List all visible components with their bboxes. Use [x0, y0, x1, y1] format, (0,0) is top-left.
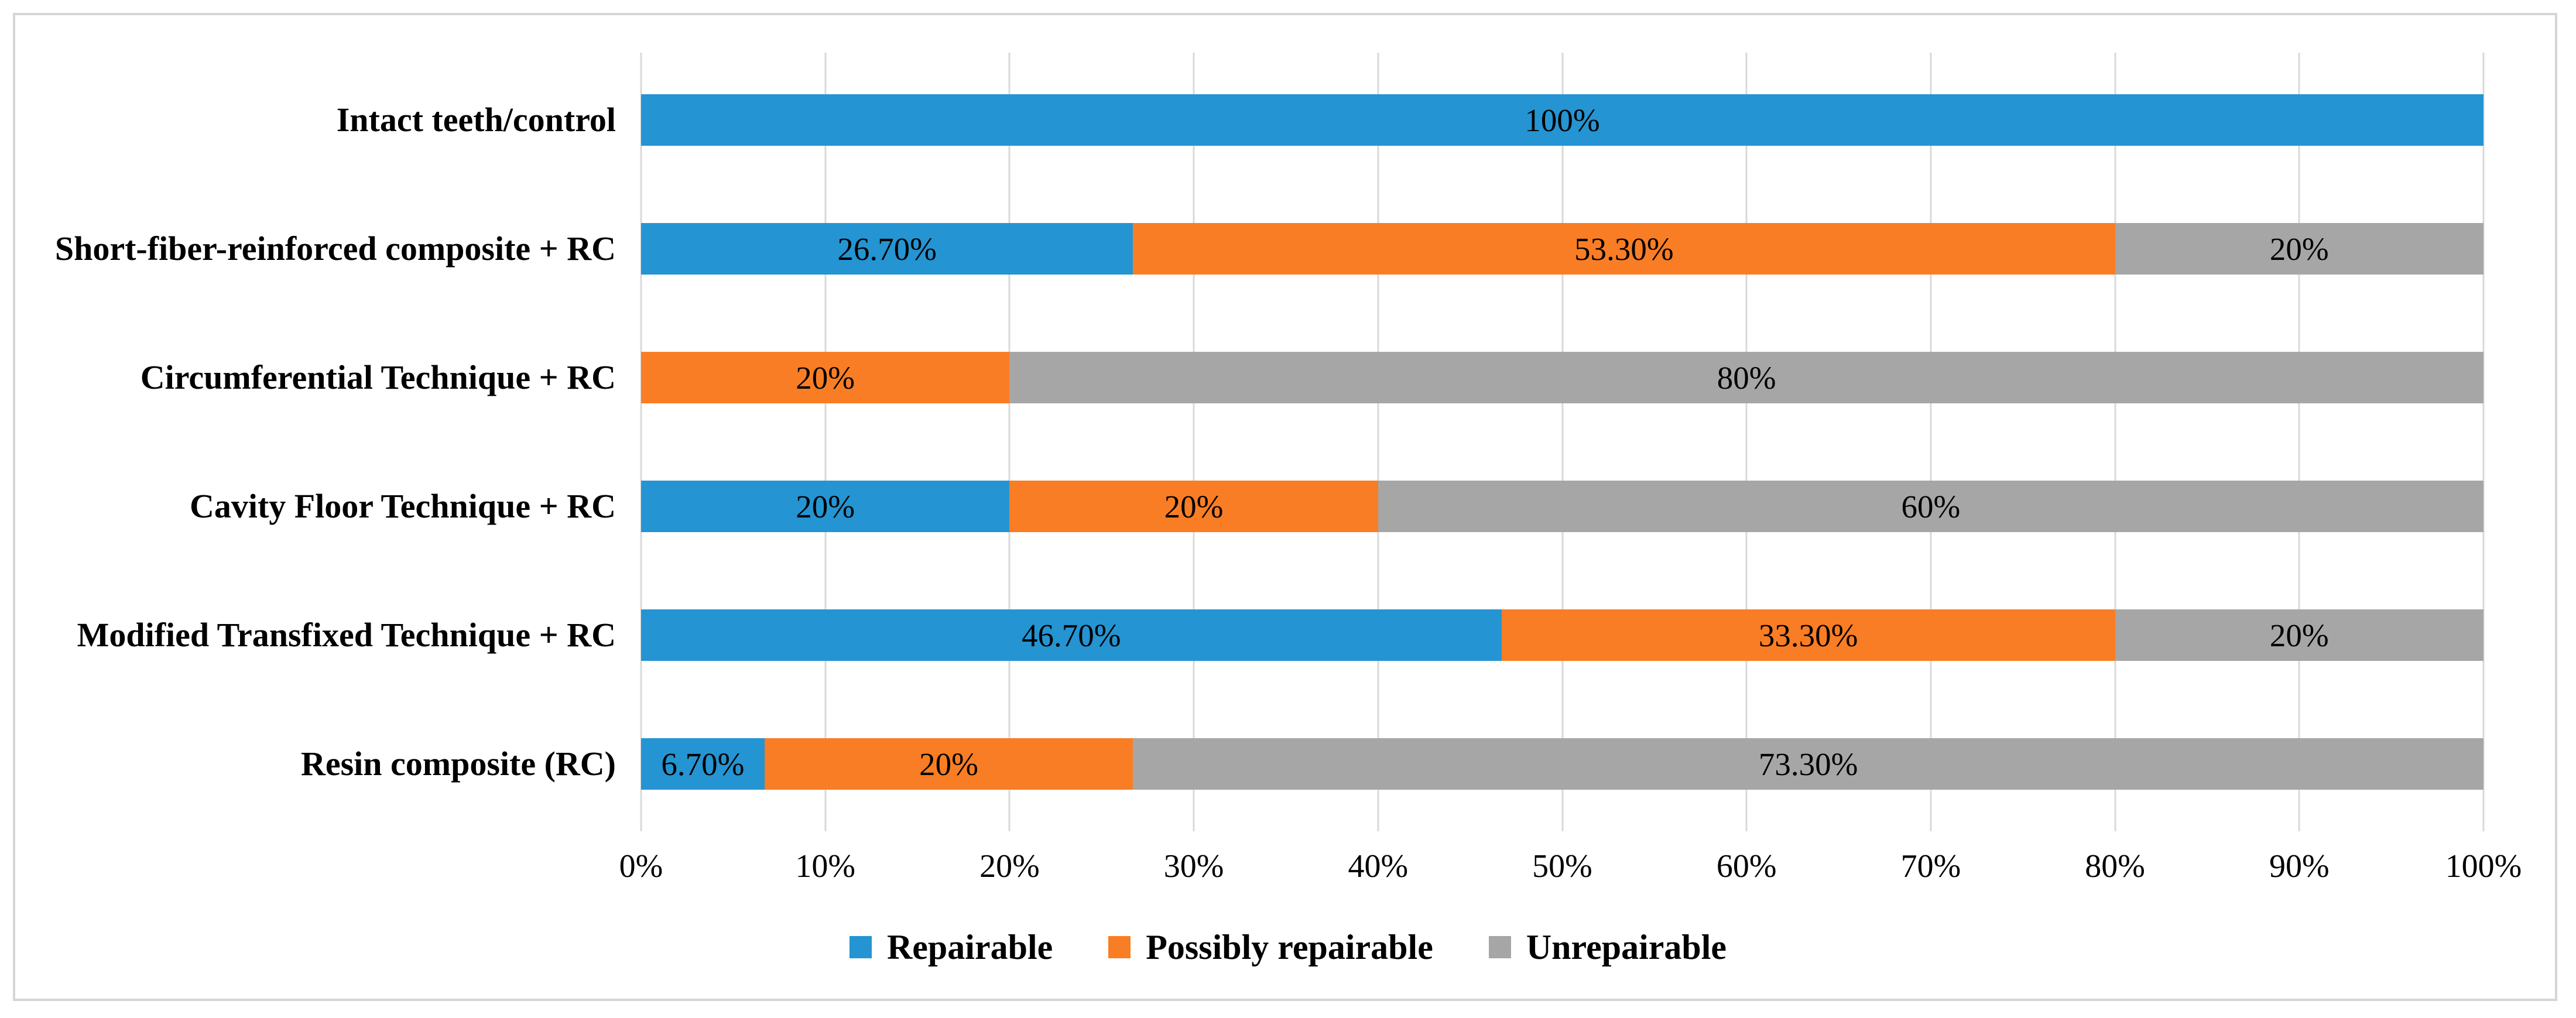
data-label: 100%: [1525, 102, 1600, 138]
x-tick-label: 90%: [2269, 848, 2330, 885]
x-tick-label: 0%: [619, 848, 663, 885]
bar-segment-possibly-repairable: 20%: [1009, 481, 1378, 532]
stacked-bar: 46.70% 33.30% 20%: [641, 609, 2483, 661]
bar-segment-repairable: 100%: [641, 94, 2483, 146]
chart-row: 46.70% 33.30% 20%: [641, 571, 2483, 700]
bar-segment-repairable: 6.70%: [641, 738, 765, 790]
category-label: Short-fiber-reinforced composite + RC: [54, 229, 616, 268]
legend-item: Possibly repairable: [1108, 930, 1433, 965]
bar-segment-unrepairable: 80%: [1009, 352, 2483, 403]
stacked-bar: 100%: [641, 94, 2483, 146]
gridline: [1008, 53, 1010, 831]
x-tick-label: 30%: [1163, 848, 1224, 885]
category-label: Cavity Floor Technique + RC: [189, 487, 616, 526]
gridline: [2482, 53, 2485, 831]
data-label: 26.70%: [837, 231, 937, 267]
category-label: Circumferential Technique + RC: [140, 358, 616, 397]
bar-segment-unrepairable: 60%: [1378, 481, 2483, 532]
x-tick-label: 80%: [2085, 848, 2145, 885]
legend-item: Repairable: [849, 930, 1053, 965]
stacked-bar: 20% 20% 60%: [641, 481, 2483, 532]
x-tick-label: 70%: [1900, 848, 1961, 885]
data-label: 80%: [1717, 359, 1776, 396]
category-label: Modified Transfixed Technique + RC: [77, 616, 616, 654]
bar-segment-repairable: 20%: [641, 481, 1010, 532]
bar-segment-unrepairable: 73.30%: [1133, 738, 2483, 790]
x-tick-label: 50%: [1532, 848, 1592, 885]
bar-segment-possibly-repairable: 33.30%: [1501, 609, 2115, 661]
data-label: 53.30%: [1574, 231, 1674, 267]
data-label: 33.30%: [1758, 617, 1858, 653]
chart-row: 100%: [641, 56, 2483, 184]
x-tick-label: 60%: [1716, 848, 1777, 885]
data-label: 20%: [2269, 617, 2329, 653]
bar-segment-unrepairable: 20%: [2115, 609, 2483, 661]
legend-swatch-icon: [849, 936, 872, 958]
data-label: 20%: [2269, 231, 2329, 267]
legend-label: Possibly repairable: [1146, 928, 1433, 966]
bar-segment-possibly-repairable: 20%: [641, 352, 1010, 403]
x-tick-label: 10%: [795, 848, 856, 885]
gridline: [1561, 53, 1563, 831]
x-tick-label: 40%: [1348, 848, 1409, 885]
data-label: 20%: [796, 488, 855, 525]
stacked-bar: 26.70% 53.30% 20%: [641, 223, 2483, 275]
gridline: [2114, 53, 2116, 831]
bar-segment-possibly-repairable: 20%: [764, 738, 1133, 790]
chart-row: 6.70% 20% 73.30%: [641, 700, 2483, 828]
x-axis-ticks: 0% 10% 20% 30% 40% 50% 60% 70% 80% 90% 100%: [619, 848, 2522, 903]
chart-row: 20% 20% 60%: [641, 442, 2483, 571]
x-tick-label: 20%: [979, 848, 1040, 885]
chart-row: 20% 80%: [641, 313, 2483, 442]
category-label: Intact teeth/control: [336, 101, 616, 139]
legend-label: Unrepairable: [1526, 928, 1727, 966]
x-tick-label: 100%: [2445, 848, 2522, 885]
legend-swatch-icon: [1488, 936, 1511, 958]
legend-label: Repairable: [886, 928, 1053, 966]
gridline: [1193, 53, 1195, 831]
category-axis: Intact teeth/control Short-fiber-reinforc…: [23, 56, 616, 828]
gridline: [1930, 53, 1932, 831]
legend-item: Unrepairable: [1488, 928, 1727, 966]
gridline: [1377, 53, 1379, 831]
bar-segment-repairable: 46.70%: [641, 609, 1502, 661]
data-label: 73.30%: [1758, 746, 1858, 782]
stacked-bar: 20% 80%: [641, 352, 2483, 403]
legend-swatch-icon: [1108, 936, 1131, 958]
chart-row: 26.70% 53.30% 20%: [641, 184, 2483, 313]
plot-area: [640, 53, 2485, 831]
gridline: [1745, 53, 1748, 831]
gridline: [824, 53, 827, 831]
data-label: 60%: [1901, 488, 1961, 525]
data-label: 46.70%: [1022, 617, 1121, 653]
stacked-bar: 6.70% 20% 73.30%: [641, 738, 2483, 790]
bars-container: 100% 26.70% 53.30% 20% 20% 80% 20% 20% 60% 46.70%…: [641, 56, 2483, 828]
category-label: Resin composite (RC): [300, 745, 616, 783]
data-label: 6.70%: [661, 746, 745, 782]
data-label: 20%: [919, 746, 978, 782]
legend: Repairable Possibly repairable Unrepairabl…: [0, 930, 2576, 965]
bar-segment-repairable: 26.70%: [641, 223, 1133, 275]
data-label: 20%: [796, 359, 855, 396]
bar-segment-possibly-repairable: 53.30%: [1133, 223, 2115, 275]
gridline: [640, 53, 642, 831]
bar-segment-unrepairable: 20%: [2115, 223, 2483, 275]
gridline: [2298, 53, 2300, 831]
data-label: 20%: [1164, 488, 1224, 525]
